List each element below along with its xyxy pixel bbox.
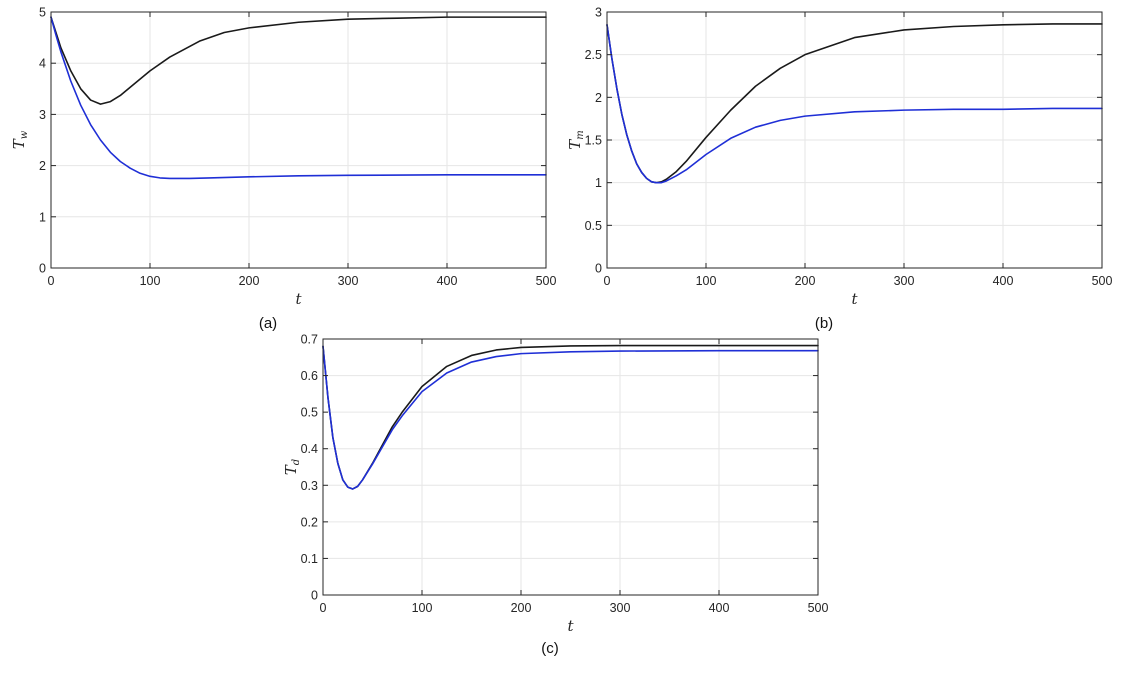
y-tick-label: 2 (595, 91, 602, 105)
y-tick-label: 4 (39, 57, 46, 71)
y-tick-label: 0 (39, 262, 46, 276)
y-tick-label: 0.5 (585, 219, 602, 233)
x-tick-label: 100 (412, 601, 433, 615)
y-tick-label: 0.3 (301, 479, 318, 493)
y-tick-label: 1 (39, 210, 46, 224)
chart-panel-3: 0 100 200 300 400 500 0 0.1 0.2 0.3 0.4 0.5 0.6 0.7 t T… (282, 333, 828, 658)
x-axis-label: t (295, 290, 302, 308)
x-tick-label: 0 (48, 274, 55, 288)
x-tick-label: 0 (604, 274, 611, 288)
y-tick-label: 0.6 (301, 369, 318, 383)
x-tick-label: 400 (709, 601, 730, 615)
chart-panel-2: 0 100 200 300 400 500 0 0.5 1 1.5 2 2.5 3 t Tm (b) (566, 6, 1112, 333)
x-tick-label: 300 (894, 274, 915, 288)
x-tick-label: 500 (808, 601, 829, 615)
y-tick-label: 0.4 (301, 442, 318, 456)
y-tick-label: 1.5 (585, 134, 602, 148)
y-tick-label: 2 (39, 159, 46, 173)
x-tick-label: 100 (140, 274, 161, 288)
series-line-2 (50, 16, 547, 180)
y-axis-label: Td (282, 459, 302, 475)
y-tick-label: 3 (39, 108, 46, 122)
x-tick-label: 200 (795, 274, 816, 288)
series-line-2 (322, 345, 819, 490)
y-tick-label: 0.5 (301, 406, 318, 420)
panel-label: (c) (541, 640, 559, 657)
series-line-2 (606, 24, 1103, 184)
y-tick-label: 3 (595, 6, 602, 20)
x-tick-label: 500 (536, 274, 557, 288)
y-tick-label: 0 (595, 262, 602, 276)
y-axis-label: Tw (10, 130, 30, 149)
x-tick-label: 200 (239, 274, 260, 288)
axes-frame (50, 11, 547, 269)
x-axis-label: t (567, 617, 574, 635)
x-tick-label: 300 (338, 274, 359, 288)
x-tick-label: 400 (437, 274, 458, 288)
chart-panel-1: 0 100 200 300 400 500 0 1 2 3 4 5 t Tw (a) (10, 6, 556, 333)
x-tick-label: 500 (1092, 274, 1113, 288)
x-tick-label: 100 (696, 274, 717, 288)
series-line-1 (50, 16, 547, 105)
y-tick-label: 0.2 (301, 515, 318, 529)
x-axis-label: t (851, 290, 858, 308)
x-tick-label: 0 (320, 601, 327, 615)
y-tick-label: 0.7 (301, 333, 318, 347)
y-tick-label: 2.5 (585, 48, 602, 62)
y-tick-label: 1 (595, 176, 602, 190)
x-tick-label: 200 (511, 601, 532, 615)
x-tick-label: 400 (993, 274, 1014, 288)
y-tick-label: 5 (39, 6, 46, 20)
y-axis-label: Tm (566, 130, 586, 150)
x-tick-label: 300 (610, 601, 631, 615)
y-tick-label: 0 (311, 589, 318, 603)
panel-label: (b) (815, 315, 833, 332)
plot-area (51, 12, 546, 268)
axes-frame (322, 338, 819, 596)
panel-label: (a) (259, 315, 277, 332)
plot-area (323, 339, 818, 595)
y-tick-label: 0.1 (301, 552, 318, 566)
